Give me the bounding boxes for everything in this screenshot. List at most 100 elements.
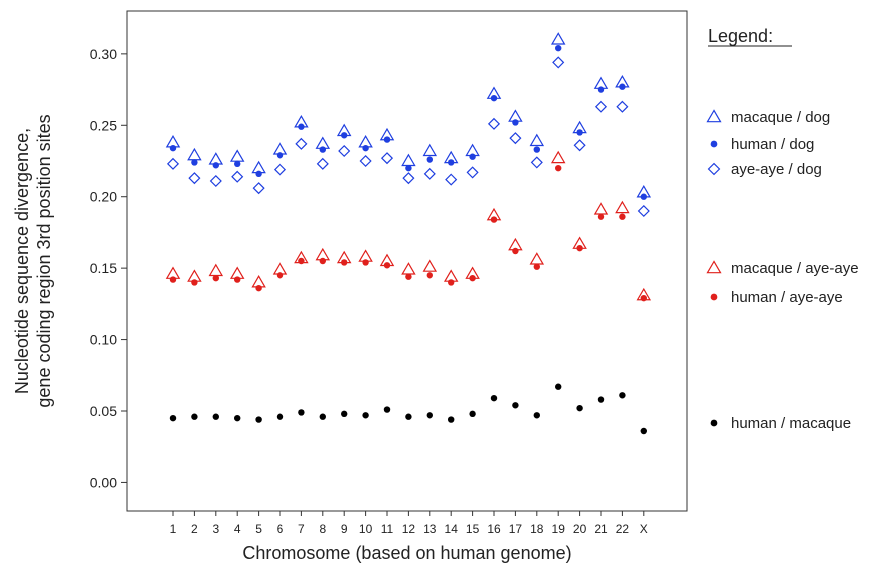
x-tick-label: 11	[381, 522, 394, 536]
point-human-macaque	[640, 427, 647, 435]
y-tick-label: 0.25	[90, 117, 117, 133]
point-human-dog	[169, 144, 177, 152]
point-aye-aye-dog	[616, 100, 629, 113]
y-tick-label: 0.05	[90, 403, 117, 419]
x-tick-label: 14	[445, 522, 459, 536]
x-tick-label: 2	[191, 522, 198, 536]
y-axis: 0.00 0.05 0.10 0.15 0.20 0.25 0.30	[90, 46, 127, 490]
point-human-aye-aye	[362, 259, 369, 266]
point-human-dog	[490, 94, 498, 102]
x-axis-title: Chromosome (based on human genome)	[242, 543, 571, 563]
point-human-macaque	[490, 394, 498, 402]
point-human-macaque	[597, 396, 605, 403]
point-human-aye-aye	[383, 262, 391, 269]
point-human-dog	[426, 156, 433, 163]
point-human-macaque	[212, 413, 219, 420]
point-macaque-aye-aye	[550, 150, 566, 164]
x-tick-label: 12	[402, 522, 416, 536]
point-macaque-dog	[229, 149, 245, 162]
point-aye-aye-dog	[209, 174, 222, 188]
point-human-macaque	[341, 410, 348, 418]
point-human-dog	[319, 146, 326, 153]
y-tick-label: 0.10	[90, 332, 117, 348]
point-macaque-dog	[529, 133, 545, 147]
point-human-aye-aye	[276, 272, 284, 279]
plot-frame	[126, 10, 688, 512]
point-human-dog	[469, 153, 476, 160]
point-human-macaque	[619, 392, 626, 399]
point-human-dog	[362, 144, 369, 152]
point-aye-aye-dog	[637, 204, 650, 218]
point-human-aye-aye	[298, 257, 305, 265]
point-aye-aye-dog	[316, 157, 329, 170]
point-aye-aye-dog	[466, 166, 479, 179]
legend-title: Legend:	[708, 26, 773, 46]
point-aye-aye-dog	[487, 117, 501, 130]
point-human-dog	[597, 86, 605, 93]
point-human-dog	[298, 123, 305, 130]
point-aye-aye-dog	[402, 172, 415, 185]
x-tick-label: 7	[298, 522, 305, 536]
point-human-dog	[234, 160, 241, 168]
point-aye-aye-dog	[380, 152, 394, 165]
x-tick-label: 5	[255, 522, 262, 536]
point-human-macaque	[169, 414, 177, 422]
y-tick-label: 0.30	[90, 46, 117, 62]
x-tick-label: 6	[277, 522, 284, 536]
data-points	[165, 32, 652, 435]
point-aye-aye-dog	[273, 163, 287, 176]
point-aye-aye-dog	[359, 154, 372, 168]
legend-marker-human-aye-aye	[710, 293, 718, 301]
point-human-aye-aye	[619, 213, 626, 220]
point-human-macaque	[426, 412, 433, 419]
point-human-aye-aye	[555, 164, 562, 172]
point-macaque-aye-aye	[422, 259, 438, 272]
point-human-macaque	[576, 404, 583, 412]
point-human-dog	[191, 159, 198, 166]
x-tick-label: 10	[359, 522, 373, 536]
x-tick-label: 1	[170, 522, 177, 536]
point-macaque-dog	[550, 32, 566, 45]
x-tick-label: X	[640, 522, 648, 536]
legend-label-aye-aye-dog: aye-aye / dog	[731, 161, 822, 178]
point-aye-aye-dog	[573, 139, 586, 152]
legend-marker-aye-aye-dog	[707, 162, 721, 176]
point-macaque-dog	[401, 153, 416, 167]
point-human-dog	[383, 136, 391, 143]
legend-label-human-aye-aye: human / aye-aye	[731, 289, 843, 306]
point-human-aye-aye	[490, 216, 498, 223]
point-human-macaque	[555, 383, 562, 390]
point-human-macaque	[298, 409, 305, 416]
point-human-macaque	[469, 410, 476, 418]
x-tick-label: 22	[616, 522, 630, 536]
point-human-aye-aye	[191, 279, 198, 286]
point-macaque-dog	[187, 147, 202, 161]
x-tick-label: 15	[466, 522, 480, 536]
point-aye-aye-dog	[530, 156, 543, 169]
point-human-aye-aye	[640, 294, 647, 302]
point-human-macaque	[191, 413, 198, 420]
point-human-macaque	[319, 413, 326, 420]
point-human-macaque	[448, 416, 455, 423]
x-tick-label: 20	[573, 522, 587, 536]
point-human-aye-aye	[319, 257, 326, 265]
x-tick-label: 4	[234, 522, 241, 536]
x-tick-label: 17	[509, 522, 523, 536]
point-human-dog	[619, 83, 626, 90]
point-aye-aye-dog	[338, 144, 351, 158]
legend: Legend: macaque / dog human / dog aye-aye /…	[706, 26, 859, 432]
point-macaque-aye-aye	[615, 200, 630, 214]
y-tick-label: 0.20	[90, 189, 117, 205]
legend-marker-human-dog	[710, 140, 718, 148]
point-macaque-aye-aye	[401, 262, 416, 275]
x-tick-label: 8	[319, 522, 326, 536]
point-human-dog	[555, 44, 562, 52]
legend-label-human-macaque: human / macaque	[731, 415, 851, 432]
legend-label-human-dog: human / dog	[731, 136, 814, 153]
point-human-macaque	[512, 402, 519, 409]
point-macaque-dog	[422, 143, 438, 157]
point-human-macaque	[255, 416, 262, 423]
point-aye-aye-dog	[231, 170, 244, 183]
legend-marker-macaque-dog	[706, 109, 722, 123]
